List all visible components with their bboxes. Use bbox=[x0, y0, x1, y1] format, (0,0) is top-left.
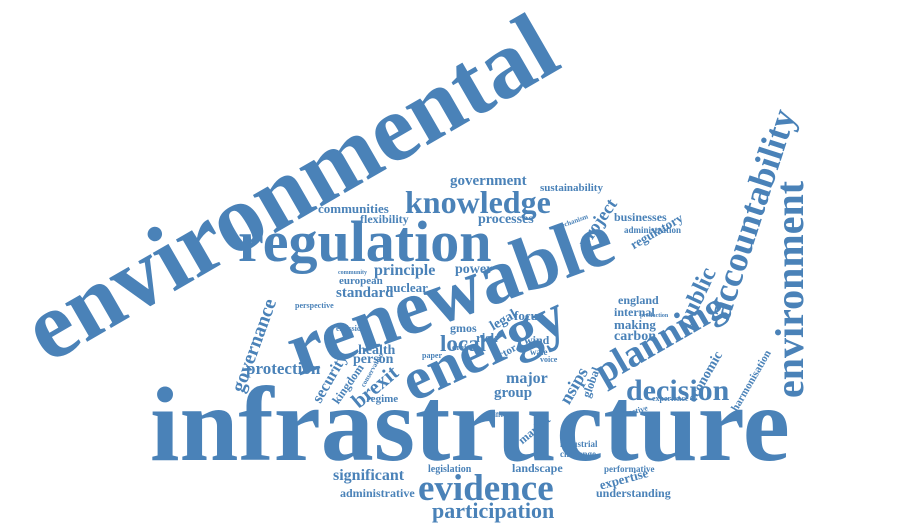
word-industrial: industrial bbox=[560, 439, 598, 449]
word-draft: draft bbox=[452, 343, 470, 352]
word-flexibility: flexibility bbox=[360, 212, 409, 226]
word-power: power bbox=[455, 262, 493, 277]
word-infrastructure: infrastructure bbox=[150, 366, 790, 483]
word-production: production bbox=[640, 313, 669, 319]
word-businesses: businesses bbox=[614, 210, 667, 224]
word-carbon: carbon bbox=[614, 329, 656, 344]
word-performative: performative bbox=[604, 464, 655, 474]
word-group: group bbox=[494, 385, 533, 401]
word-risk: risk bbox=[476, 330, 498, 345]
word-focus: focus bbox=[514, 308, 543, 323]
word-voice: voice bbox=[540, 355, 558, 364]
word-regime: regime bbox=[366, 393, 399, 405]
word-european: european bbox=[339, 275, 383, 287]
word-administration: administration bbox=[624, 225, 682, 235]
word-government: government bbox=[450, 173, 527, 189]
word-major: major bbox=[506, 370, 548, 387]
word-person: person bbox=[353, 352, 394, 367]
word-environment: environment bbox=[767, 180, 812, 398]
word-local: local bbox=[440, 331, 486, 356]
word-different: different bbox=[490, 411, 516, 419]
word-internal: internal bbox=[614, 305, 655, 319]
word-experience: experience bbox=[652, 394, 689, 403]
word-gmos: gmos bbox=[450, 321, 477, 335]
word-legislation: legislation bbox=[428, 464, 472, 475]
word-community: community bbox=[338, 270, 367, 276]
word-nuclear: nuclear bbox=[386, 280, 428, 295]
word-making: making bbox=[614, 317, 656, 332]
word-standard: standard bbox=[336, 285, 394, 301]
word-significant: significant bbox=[333, 467, 405, 484]
word-england: england bbox=[618, 293, 659, 307]
word-emission: emission bbox=[336, 324, 366, 333]
word-regulation: regulation bbox=[238, 209, 492, 274]
word-wale: wale bbox=[530, 347, 548, 357]
word-paper: paper bbox=[422, 351, 442, 360]
word-communities: communities bbox=[318, 201, 389, 216]
word-decision: decision bbox=[626, 374, 730, 407]
word-principle: principle bbox=[374, 262, 436, 279]
word-perspective: perspective bbox=[295, 301, 334, 310]
word-participation: participation bbox=[432, 498, 555, 523]
word-landscape: landscape bbox=[512, 461, 563, 475]
word-wind: wind bbox=[524, 333, 550, 347]
word-challenge: challenge bbox=[560, 449, 596, 459]
word-knowledge: knowledge bbox=[405, 184, 551, 220]
word-protection: protection bbox=[246, 359, 321, 378]
word-evidence: evidence bbox=[418, 468, 554, 509]
word-understanding: understanding bbox=[596, 486, 671, 500]
word-health: health bbox=[358, 343, 396, 358]
word-sustainability: sustainability bbox=[540, 182, 603, 194]
word-administrative: administrative bbox=[340, 486, 415, 500]
word-processes: processes bbox=[478, 212, 534, 227]
